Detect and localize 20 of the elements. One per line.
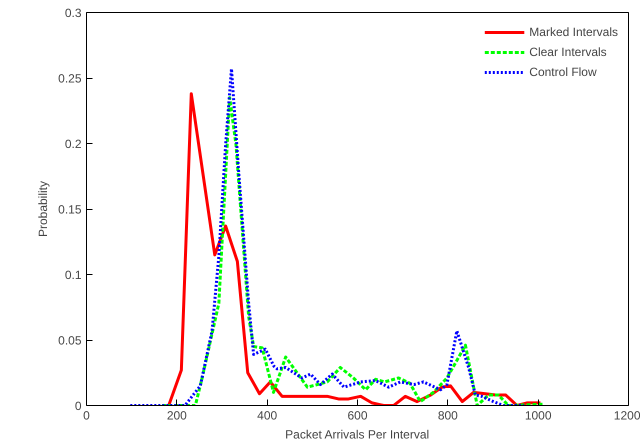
x-tick-label: 1000: [524, 408, 552, 422]
y-tick-label: 0.25: [58, 72, 82, 86]
x-tick-label: 1200: [614, 408, 640, 422]
x-tick-label: 200: [166, 408, 188, 422]
y-tick-label: 0.3: [64, 6, 82, 20]
y-axis-title: Probability: [36, 180, 50, 238]
line-series: [128, 67, 526, 406]
x-tick-label: 800: [438, 408, 458, 422]
legend-label: Control Flow: [529, 65, 597, 79]
legend-label: Clear Intervals: [529, 45, 607, 59]
x-tick-label: 400: [257, 408, 278, 422]
x-axis-title: Packet Arrivals Per Interval: [285, 428, 430, 442]
y-tick-label: 0: [74, 399, 82, 413]
x-tick-label: 0: [83, 408, 90, 422]
x-tick-label: 600: [347, 408, 368, 422]
y-tick-label: 0.05: [58, 334, 82, 348]
y-tick-label: 0.15: [58, 202, 82, 216]
y-tick-label: 0.2: [64, 137, 82, 151]
y-tick-label: 0.1: [64, 268, 82, 282]
legend-label: Marked Intervals: [529, 25, 618, 39]
